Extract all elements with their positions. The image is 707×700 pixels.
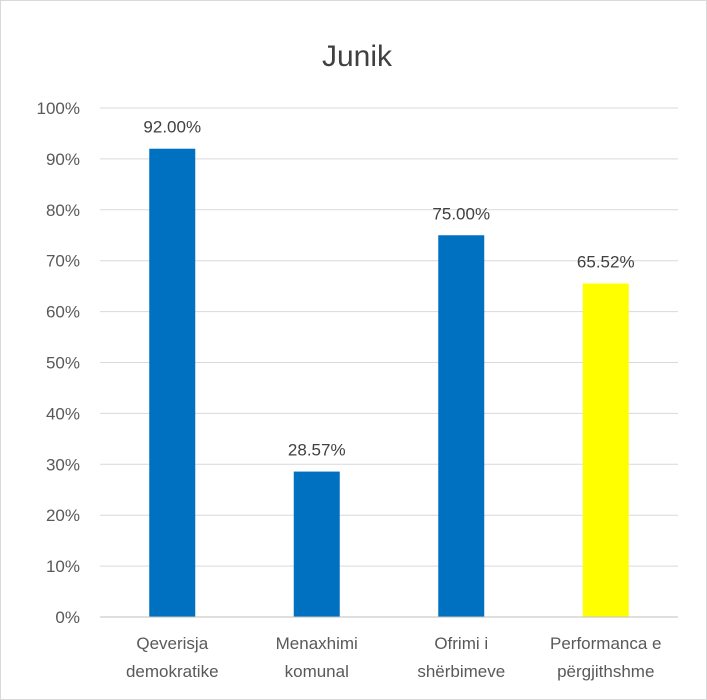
bar	[582, 283, 629, 617]
y-axis-ticks: 0% 10% 20% 30% 40% 50% 60% 70% 80% 90% 100%	[37, 99, 80, 627]
y-tick-label: 70%	[46, 252, 80, 271]
category-labels: Qeverisja demokratike Menaxhimi komunal Ofri…	[126, 634, 662, 681]
data-label: 92.00%	[143, 118, 201, 137]
data-label: 65.52%	[577, 253, 635, 272]
y-tick-label: 10%	[46, 557, 80, 576]
data-label: 75.00%	[432, 204, 490, 223]
y-tick-label: 60%	[46, 303, 80, 322]
data-label: 28.57%	[288, 441, 346, 460]
category-label: përgjithshme	[557, 662, 654, 681]
y-tick-label: 40%	[46, 404, 80, 423]
y-tick-label: 50%	[46, 354, 80, 373]
category-label: Qeverisja	[136, 634, 208, 653]
category-label: Performanca e	[550, 634, 662, 653]
y-tick-label: 30%	[46, 455, 80, 474]
category-label: Ofrimi i	[434, 634, 488, 653]
y-tick-label: 90%	[46, 150, 80, 169]
bars	[149, 148, 629, 617]
bar	[149, 148, 196, 617]
gridlines	[100, 107, 678, 567]
category-label: komunal	[285, 662, 349, 681]
data-labels: 92.00% 28.57% 75.00% 65.52%	[143, 118, 634, 460]
category-label: demokratike	[126, 662, 219, 681]
category-label: Menaxhimi	[276, 634, 358, 653]
y-tick-label: 20%	[46, 506, 80, 525]
category-label: shërbimeve	[417, 662, 505, 681]
y-tick-label: 80%	[46, 201, 80, 220]
y-tick-label: 100%	[37, 99, 80, 118]
y-tick-label: 0%	[55, 608, 80, 627]
bar	[293, 471, 340, 617]
bar	[438, 235, 485, 617]
chart-title: Junik	[322, 40, 393, 73]
